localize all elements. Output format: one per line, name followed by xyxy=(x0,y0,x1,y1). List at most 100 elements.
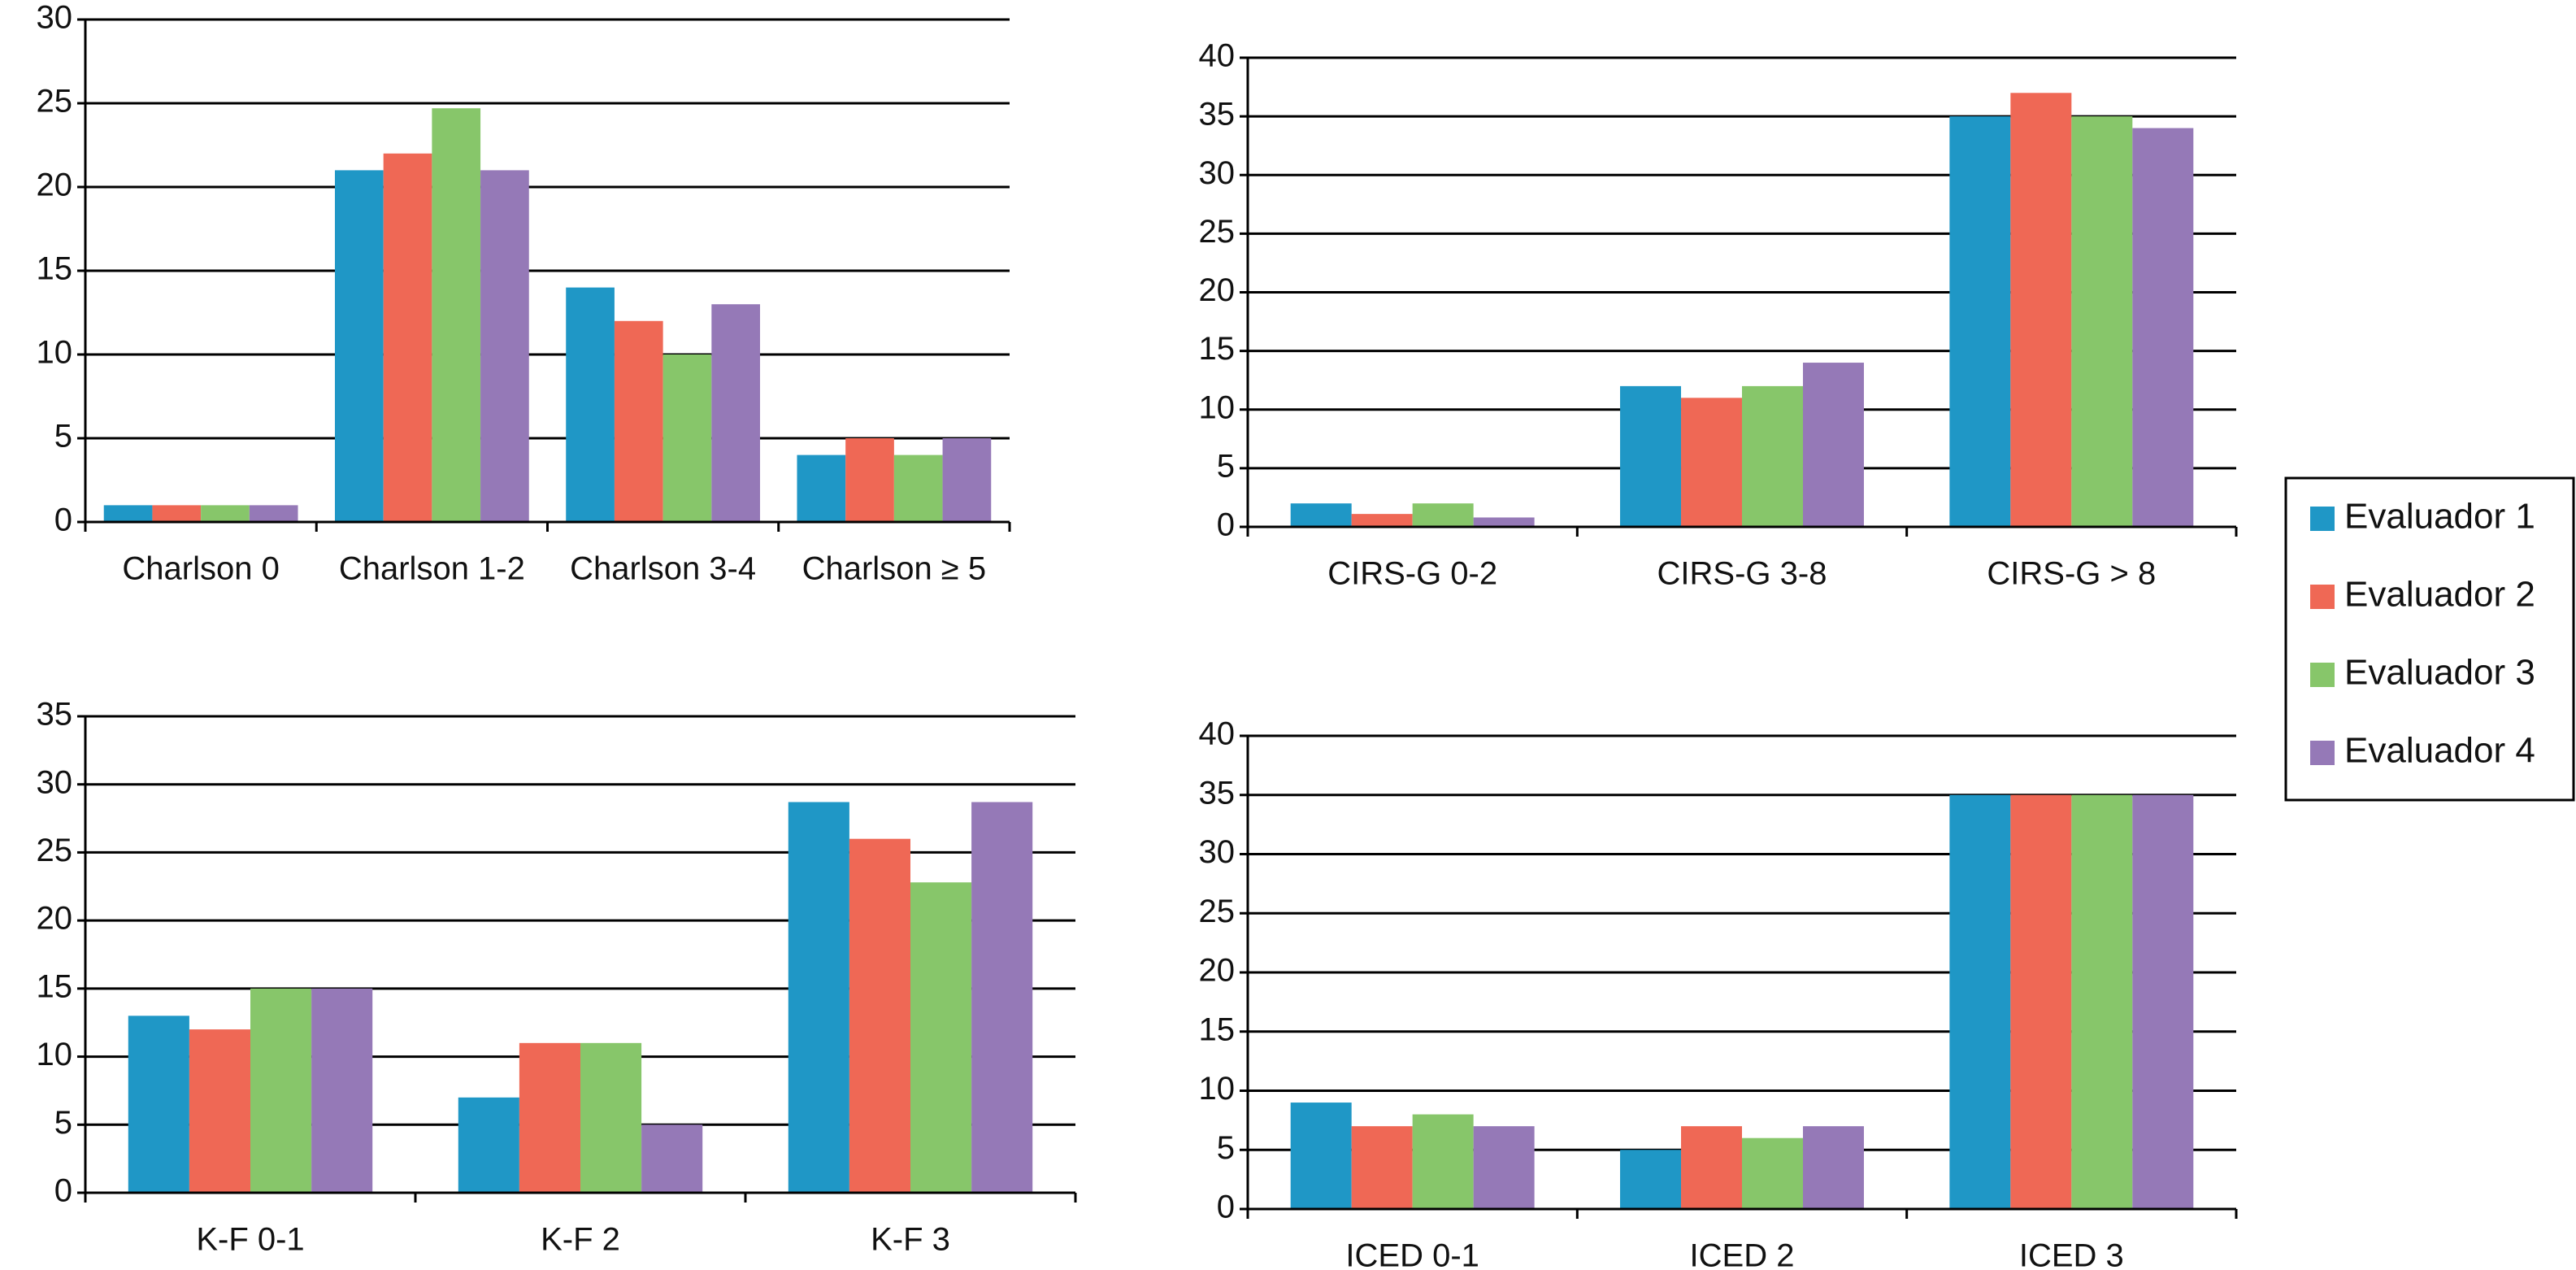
y-tick-label: 35 xyxy=(37,697,73,733)
y-tick-label: 0 xyxy=(54,502,72,538)
legend-swatch xyxy=(2310,663,2335,687)
x-tick-label: K-F 3 xyxy=(871,1222,950,1258)
bar xyxy=(788,802,849,1193)
bar xyxy=(189,1029,250,1193)
y-tick-label: 15 xyxy=(1199,331,1236,367)
y-tick-label: 20 xyxy=(37,901,73,937)
x-tick-label: ICED 0-1 xyxy=(1345,1238,1479,1270)
bar xyxy=(2132,794,2194,1209)
bar xyxy=(942,438,992,522)
y-tick-label: 25 xyxy=(37,84,73,120)
bar xyxy=(971,802,1033,1193)
y-tick-label: 0 xyxy=(1217,1190,1235,1225)
bar xyxy=(480,170,529,522)
y-tick-label: 35 xyxy=(1199,775,1236,811)
y-tick-label: 20 xyxy=(1199,953,1236,989)
x-tick-label: CIRS-G 3-8 xyxy=(1657,556,1827,592)
y-tick-label: 5 xyxy=(1217,448,1235,484)
bar xyxy=(2132,128,2194,528)
bar xyxy=(458,1097,519,1193)
y-tick-label: 25 xyxy=(1199,894,1236,929)
bar xyxy=(1620,1150,1682,1209)
x-tick-label: K-F 2 xyxy=(541,1222,620,1258)
bar xyxy=(1412,503,1474,527)
bar xyxy=(662,354,712,522)
bar xyxy=(201,505,250,522)
bar xyxy=(1949,116,2011,527)
bar xyxy=(2071,794,2133,1209)
y-tick-label: 10 xyxy=(37,335,73,371)
bar xyxy=(152,505,202,522)
bar xyxy=(797,455,846,522)
bar xyxy=(250,988,312,1193)
bar xyxy=(1802,1126,1864,1209)
y-tick-label: 40 xyxy=(1199,716,1236,752)
y-tick-label: 10 xyxy=(37,1037,73,1072)
bar xyxy=(249,505,298,522)
bar xyxy=(641,1124,703,1193)
bar xyxy=(1412,1114,1474,1209)
bar xyxy=(432,108,481,522)
bar xyxy=(1620,385,1682,527)
legend-swatch xyxy=(2310,741,2335,765)
y-tick-label: 5 xyxy=(54,1105,72,1141)
bar xyxy=(1802,363,1864,527)
bar xyxy=(103,505,153,522)
bar xyxy=(1681,1126,1742,1209)
x-tick-label: ICED 2 xyxy=(1690,1238,1795,1270)
y-tick-label: 0 xyxy=(1217,507,1235,543)
bar xyxy=(893,455,943,522)
bar xyxy=(566,287,615,522)
bar xyxy=(1949,794,2011,1209)
x-tick-label: Charlson 0 xyxy=(122,551,279,587)
y-tick-label: 30 xyxy=(1199,155,1236,191)
bar xyxy=(614,320,663,522)
bar xyxy=(2010,794,2072,1209)
y-tick-label: 30 xyxy=(1199,834,1236,870)
y-tick-label: 10 xyxy=(1199,1071,1236,1107)
bar xyxy=(845,438,894,522)
x-tick-label: CIRS-G > 8 xyxy=(1987,556,2156,592)
bar xyxy=(711,304,761,522)
y-tick-label: 10 xyxy=(1199,389,1236,425)
y-tick-label: 30 xyxy=(37,764,73,800)
y-tick-label: 15 xyxy=(37,968,73,1004)
bar xyxy=(1681,398,1742,527)
x-tick-label: Charlson ≥ 5 xyxy=(802,551,987,587)
bar xyxy=(849,838,910,1193)
x-tick-label: K-F 0-1 xyxy=(196,1222,304,1258)
bar xyxy=(1742,385,1803,527)
bar xyxy=(383,153,432,523)
bar xyxy=(2071,116,2133,527)
legend-swatch xyxy=(2310,585,2335,609)
y-tick-label: 15 xyxy=(37,251,73,287)
y-tick-label: 40 xyxy=(1199,38,1236,74)
bar xyxy=(334,170,384,522)
bar xyxy=(1290,503,1352,527)
y-tick-label: 25 xyxy=(1199,214,1236,250)
y-tick-label: 25 xyxy=(37,833,73,868)
bar xyxy=(128,1016,189,1193)
y-tick-label: 35 xyxy=(1199,97,1236,133)
bar xyxy=(1351,514,1413,527)
x-tick-label: CIRS-G 0-2 xyxy=(1327,556,1497,592)
legend-label: Evaluador 3 xyxy=(2344,653,2535,693)
bar xyxy=(1473,1126,1535,1209)
y-tick-label: 20 xyxy=(37,167,73,203)
x-tick-label: Charlson 3-4 xyxy=(570,551,756,587)
y-tick-label: 15 xyxy=(1199,1011,1236,1047)
bar xyxy=(1473,517,1535,527)
legend-swatch xyxy=(2310,507,2335,531)
bar xyxy=(311,988,373,1193)
legend-label: Evaluador 1 xyxy=(2344,497,2535,537)
y-tick-label: 20 xyxy=(1199,272,1236,308)
x-tick-label: ICED 3 xyxy=(2019,1238,2124,1270)
y-tick-label: 30 xyxy=(37,0,73,36)
y-tick-label: 5 xyxy=(1217,1130,1235,1166)
bar xyxy=(1290,1103,1352,1209)
y-tick-label: 5 xyxy=(54,419,72,455)
bar xyxy=(519,1042,580,1193)
y-tick-label: 0 xyxy=(54,1173,72,1209)
bar xyxy=(910,882,972,1193)
